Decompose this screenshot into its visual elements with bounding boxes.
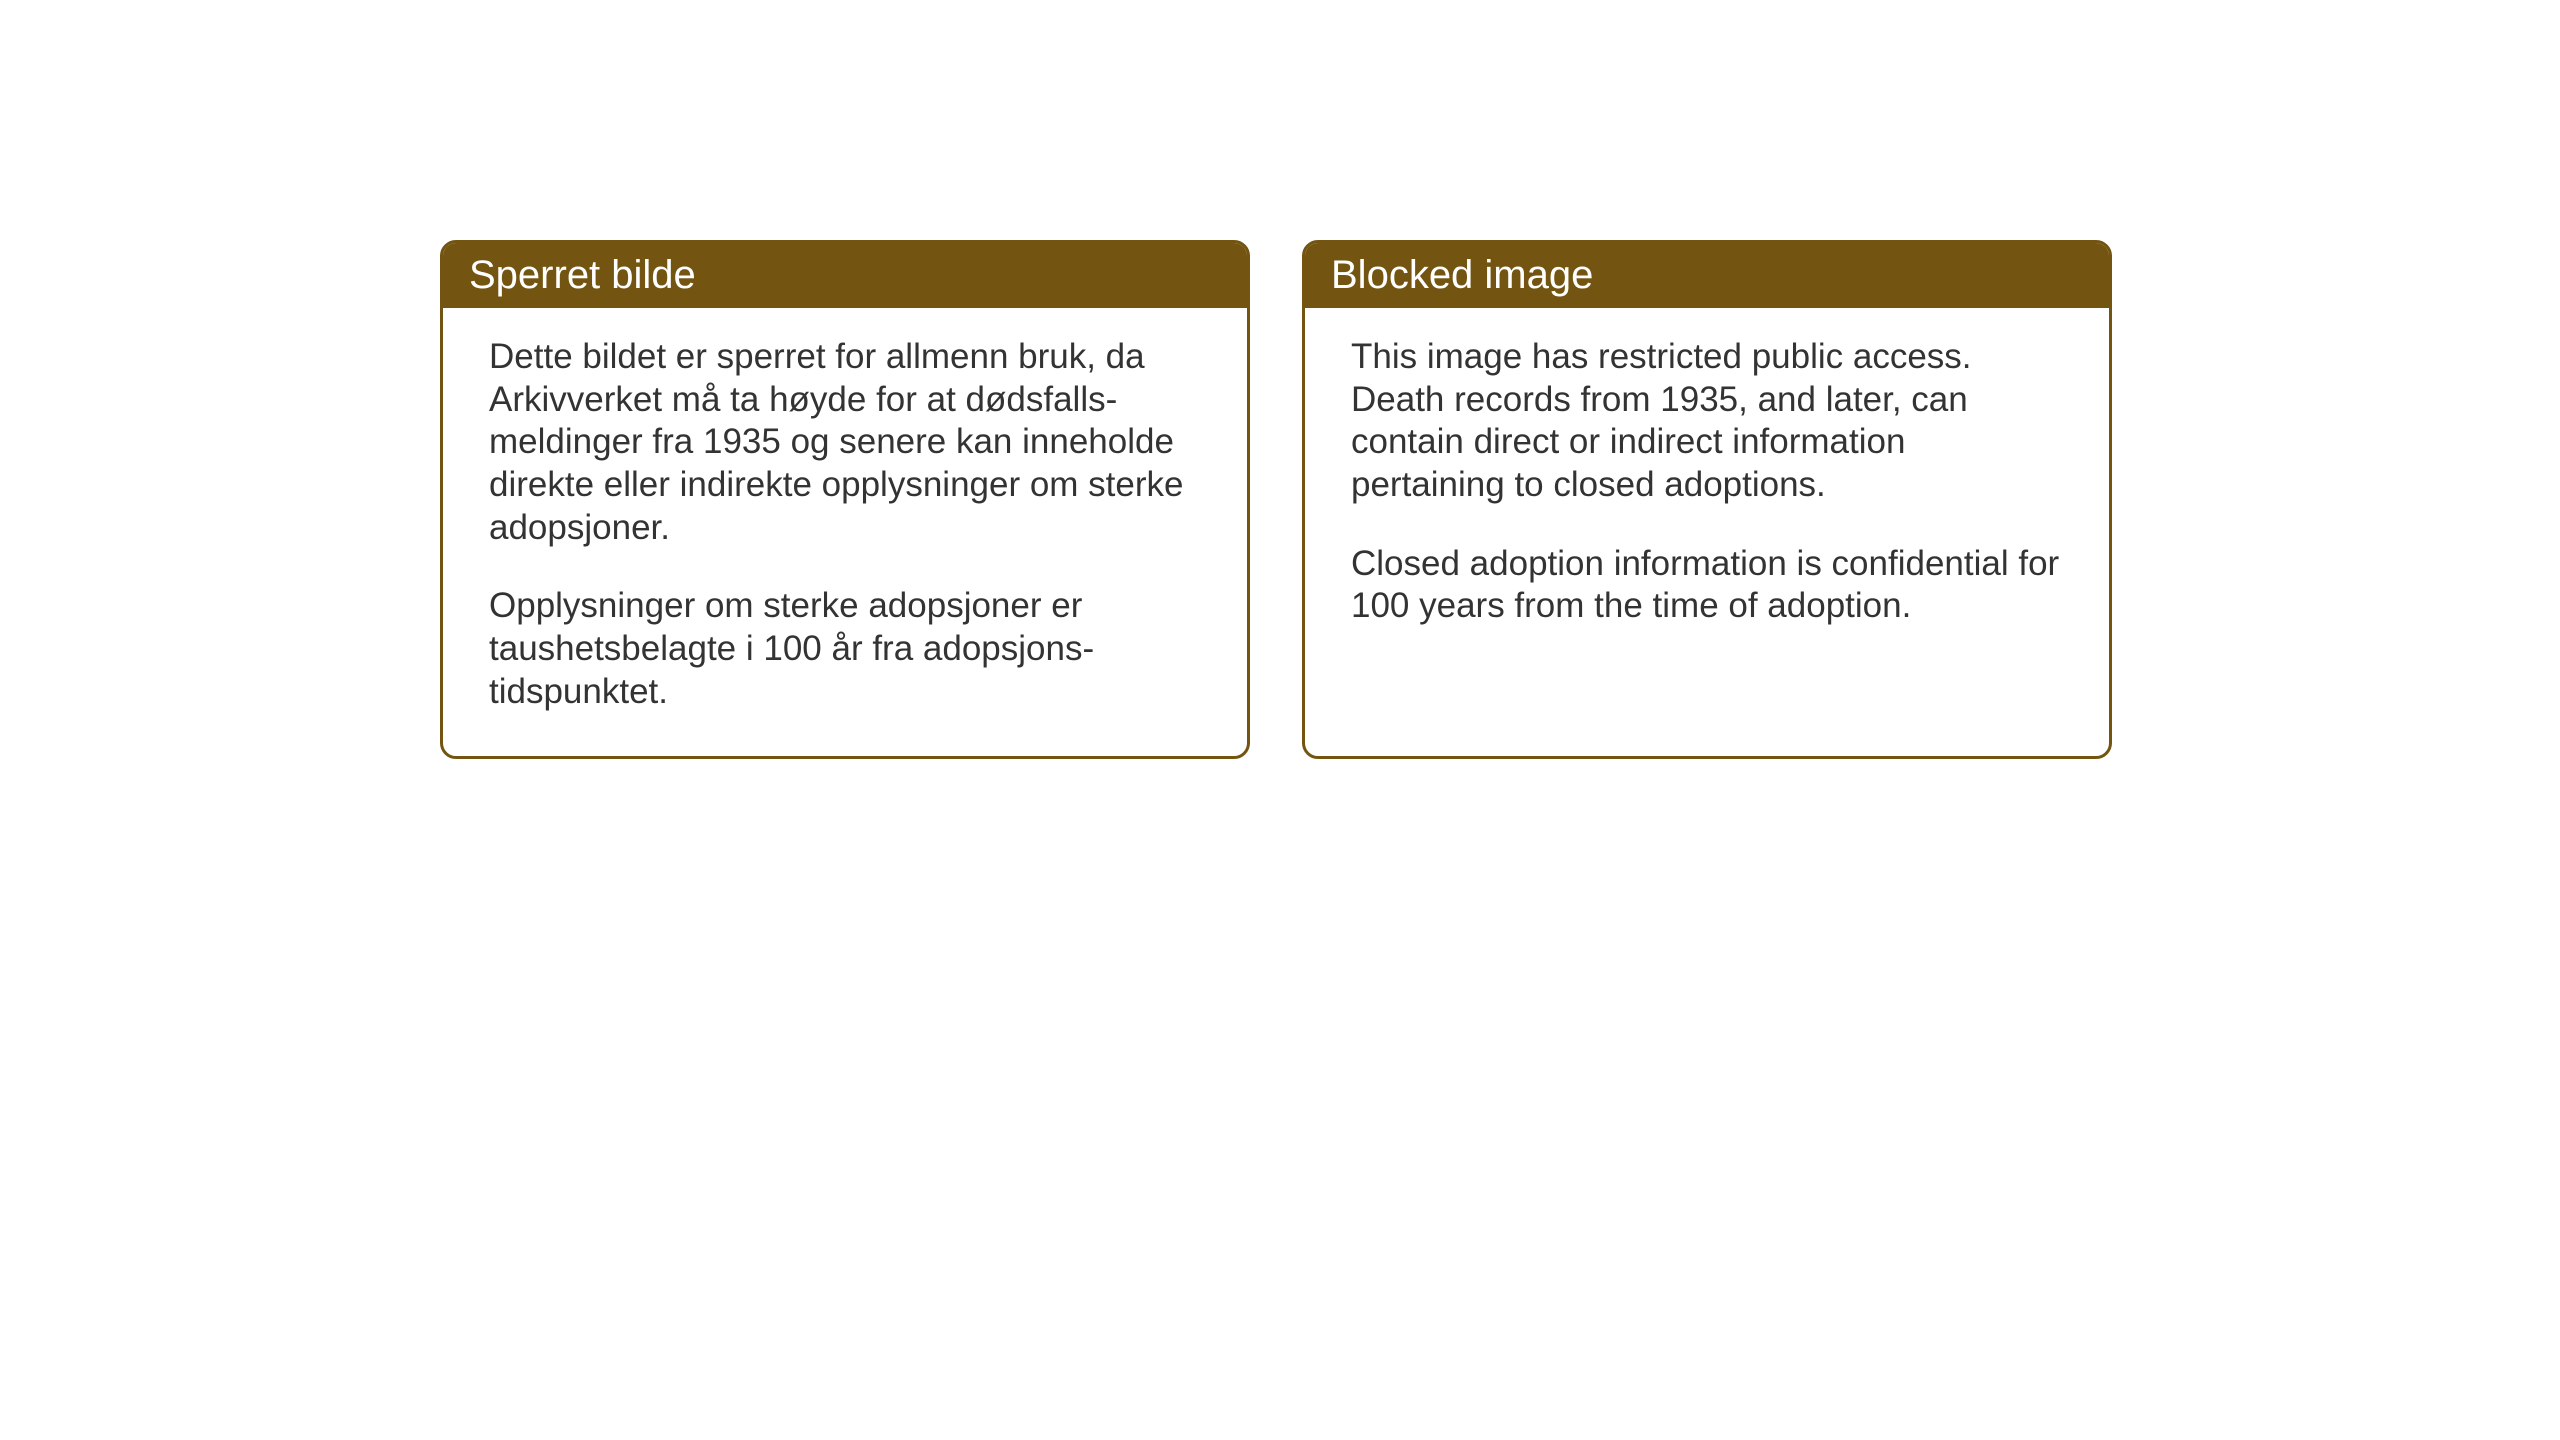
card-title-norwegian: Sperret bilde [469,253,696,297]
card-paragraph-2-english: Closed adoption information is confident… [1351,543,2063,628]
card-paragraph-1-norwegian: Dette bildet er sperret for allmenn bruk… [489,336,1201,549]
card-body-english: This image has restricted public access.… [1305,308,2109,670]
card-paragraph-1-english: This image has restricted public access.… [1351,336,2063,507]
cards-container: Sperret bilde Dette bildet er sperret fo… [440,240,2112,759]
card-english: Blocked image This image has restricted … [1302,240,2112,759]
card-paragraph-2-norwegian: Opplysninger om sterke adopsjoner er tau… [489,585,1201,713]
card-body-norwegian: Dette bildet er sperret for allmenn bruk… [443,308,1247,756]
card-title-english: Blocked image [1331,253,1593,297]
card-norwegian: Sperret bilde Dette bildet er sperret fo… [440,240,1250,759]
card-header-norwegian: Sperret bilde [443,243,1247,308]
card-header-english: Blocked image [1305,243,2109,308]
